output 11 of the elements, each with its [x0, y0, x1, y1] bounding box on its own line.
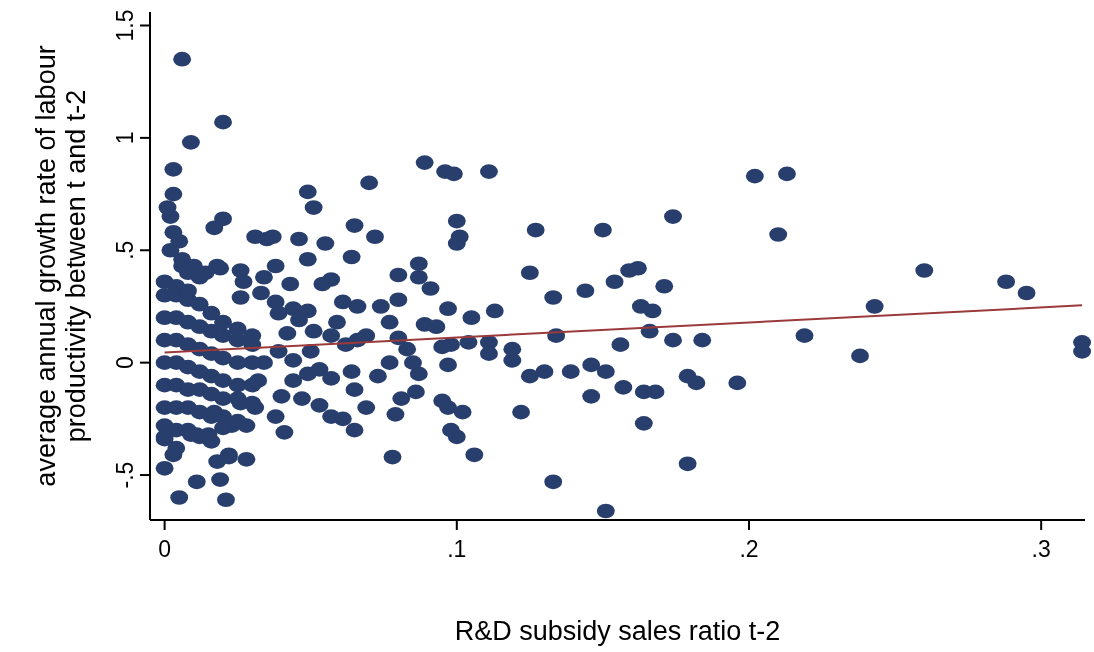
- x-axis-title: R&D subsidy sales ratio t-2: [454, 616, 781, 646]
- x-tick-label: .1: [447, 536, 467, 562]
- y-axis-title: average annual growth rate of labour productivity between t and t-2: [31, 45, 91, 487]
- x-tick-label: 0: [158, 536, 172, 562]
- y-tick-label: 1: [112, 131, 138, 145]
- y-tick-label: -.5: [112, 461, 138, 489]
- y-tick-label: 1.5: [112, 9, 138, 42]
- y-tick-label: .5: [112, 240, 138, 260]
- x-tick-label: .2: [739, 536, 759, 562]
- x-tick-label: .3: [1031, 536, 1051, 562]
- y-tick-label: 0: [112, 356, 138, 370]
